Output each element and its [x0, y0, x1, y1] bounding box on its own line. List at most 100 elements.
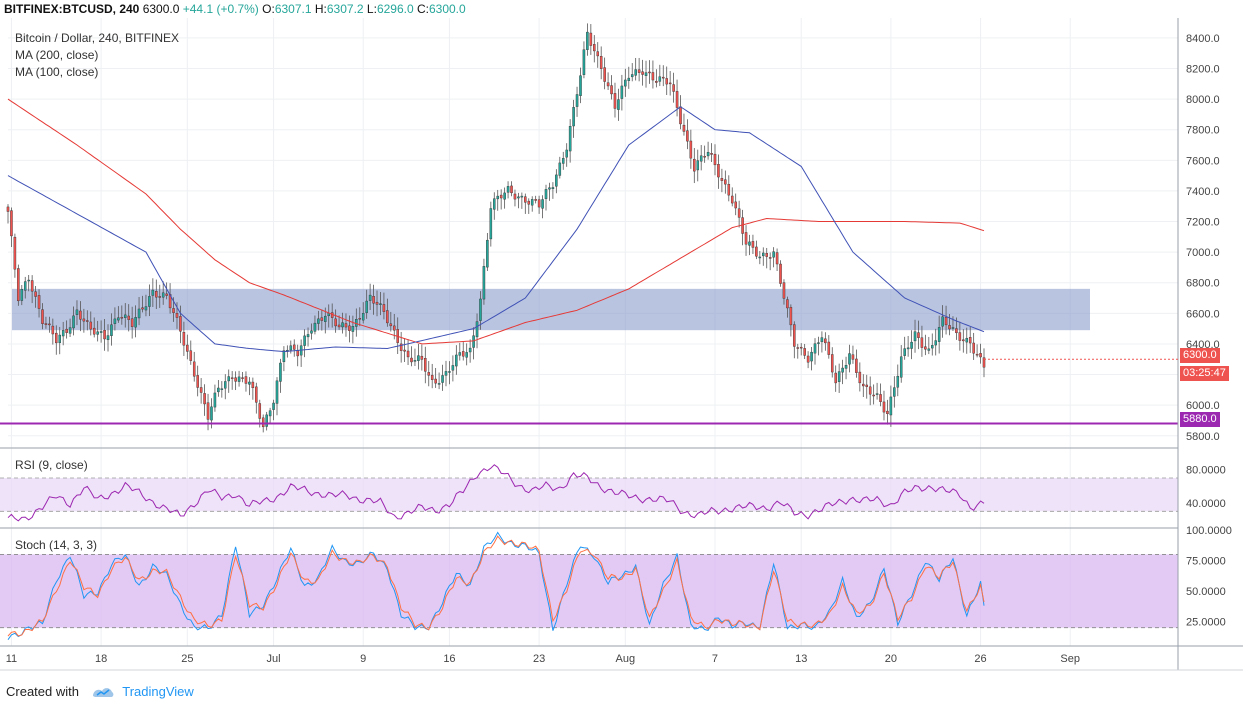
candle-body [920, 337, 924, 348]
created-with-text: Created with [6, 684, 79, 699]
candle-body [358, 317, 362, 320]
stoch-legend[interactable]: Stoch (14, 3, 3) [15, 538, 98, 552]
candle-body [606, 82, 610, 87]
candle-body [237, 376, 241, 382]
candle-body [775, 252, 779, 265]
candle-body [341, 322, 344, 328]
candle-body [699, 155, 703, 162]
candle-body [693, 158, 696, 172]
candle-body [79, 310, 82, 320]
candle-body [361, 313, 365, 321]
candle-body [427, 372, 431, 376]
candle-body [796, 347, 800, 349]
candle-body [586, 31, 589, 50]
candle-body [865, 384, 869, 387]
candle-body [20, 289, 24, 301]
price-tick-label: 6400.0 [1186, 339, 1220, 351]
candle-body [220, 388, 224, 390]
candle-body [430, 374, 434, 380]
candle-body [379, 303, 382, 305]
candle-body [51, 325, 55, 335]
candle-body [58, 334, 62, 343]
candle-body [665, 78, 668, 85]
candle-body [579, 75, 582, 96]
candle-body [965, 337, 969, 343]
candle-body [317, 318, 320, 324]
candle-body [348, 325, 351, 331]
ma200-legend[interactable]: MA (200, close) [15, 48, 99, 62]
tradingview-link[interactable]: TradingView [122, 684, 194, 699]
candle-body [534, 199, 537, 201]
candle-body [268, 410, 272, 417]
price-tick-label: 6600.0 [1186, 308, 1220, 320]
candle-body [930, 345, 934, 349]
candle-body [634, 69, 637, 76]
candle-body [172, 308, 175, 313]
candle-body [875, 393, 879, 395]
candle-body [593, 44, 596, 52]
candle-body [644, 72, 648, 76]
candle-body [403, 349, 406, 352]
time-tick-label: 9 [360, 653, 366, 665]
candle-body [944, 317, 948, 326]
candle-body [655, 80, 658, 83]
chart-canvas[interactable]: 8400.08200.08000.07800.07600.07400.07200… [0, 18, 1243, 678]
time-tick-label: Aug [616, 653, 636, 665]
candle-body [934, 340, 937, 346]
time-tick-label: Jul [267, 653, 281, 665]
candle-body [110, 324, 113, 336]
candle-body [265, 414, 268, 427]
candle-body [117, 317, 120, 321]
candle-body [310, 330, 313, 334]
candle-body [437, 383, 441, 385]
candle-body [830, 354, 834, 373]
candle-body [889, 396, 893, 416]
candle-body [979, 353, 982, 358]
candle-body [503, 192, 506, 200]
candle-body [899, 356, 903, 378]
candle-body [737, 208, 741, 218]
candle-body [544, 189, 548, 199]
candle-body [527, 200, 531, 205]
candle-body [65, 328, 68, 333]
candle-body [520, 195, 524, 198]
candle-body [355, 319, 358, 327]
candle-body [793, 324, 796, 347]
candle-body [868, 386, 872, 395]
candle-body [948, 325, 951, 330]
candle-body [72, 315, 75, 329]
candle-body [320, 317, 324, 321]
candle-body [524, 196, 527, 203]
candle-body [782, 282, 786, 299]
candle-body [217, 387, 220, 393]
time-tick-label: 26 [974, 653, 986, 665]
candle-body [365, 300, 368, 313]
candle-body [130, 318, 134, 327]
candle-body [806, 355, 810, 363]
candle-body [86, 320, 89, 322]
rsi-tick-label: 80.0000 [1186, 465, 1226, 477]
candle-body [924, 346, 927, 350]
symbol-name[interactable]: BITFINEX:BTCUSD, 240 [4, 2, 140, 16]
ma100-legend[interactable]: MA (100, close) [15, 65, 99, 79]
candle-body [882, 401, 886, 413]
candle-body [475, 321, 479, 338]
candle-body [672, 84, 675, 92]
rsi-legend[interactable]: RSI (9, close) [15, 458, 88, 472]
candle-body [799, 346, 803, 349]
time-tick-label: 20 [885, 653, 897, 665]
candle-body [551, 187, 555, 190]
candle-body [955, 328, 958, 334]
candle-body [420, 355, 424, 360]
support-price-tag: 5880.0 [1180, 412, 1220, 427]
candle-body [844, 365, 848, 369]
price-tick-label: 7800.0 [1186, 125, 1220, 137]
candle-body [313, 322, 317, 332]
candle-body [879, 394, 882, 402]
rsi-line [7, 464, 985, 522]
candle-body [227, 376, 230, 382]
candle-body [289, 345, 293, 351]
candle-body [596, 51, 600, 57]
candle-body [724, 179, 727, 185]
candle-body [696, 160, 700, 171]
